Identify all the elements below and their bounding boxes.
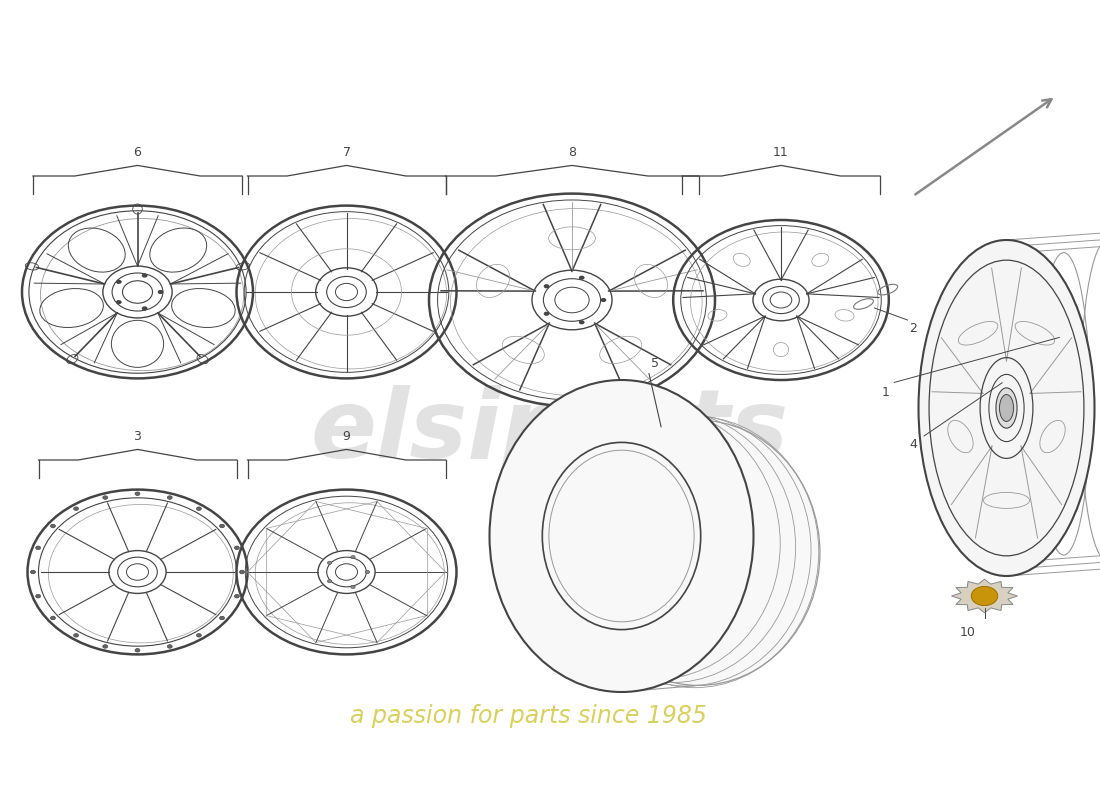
Circle shape [51, 524, 55, 528]
Circle shape [328, 580, 332, 583]
Ellipse shape [578, 420, 820, 686]
Circle shape [167, 645, 173, 648]
Circle shape [167, 496, 173, 499]
Circle shape [102, 496, 108, 499]
Text: 2: 2 [909, 322, 917, 334]
Circle shape [74, 634, 78, 637]
Circle shape [543, 284, 549, 288]
Ellipse shape [918, 240, 1094, 576]
Ellipse shape [490, 380, 754, 692]
Ellipse shape [983, 492, 1030, 509]
Circle shape [579, 320, 584, 324]
Text: 3: 3 [133, 430, 142, 443]
Ellipse shape [948, 420, 974, 453]
Ellipse shape [1015, 322, 1055, 345]
Circle shape [135, 492, 140, 495]
Circle shape [351, 586, 355, 589]
Circle shape [142, 274, 147, 278]
Text: 1: 1 [881, 386, 890, 398]
Text: 7: 7 [342, 146, 351, 159]
Circle shape [601, 298, 606, 302]
Circle shape [35, 546, 41, 550]
Circle shape [157, 290, 164, 294]
Text: 10: 10 [960, 626, 976, 638]
Circle shape [142, 306, 147, 310]
Circle shape [543, 312, 549, 316]
Circle shape [220, 524, 224, 528]
Circle shape [197, 634, 201, 637]
Text: 8: 8 [568, 146, 576, 159]
Circle shape [351, 555, 355, 558]
Circle shape [234, 594, 240, 598]
Circle shape [579, 276, 584, 280]
Text: 11: 11 [773, 146, 789, 159]
Circle shape [365, 570, 370, 574]
Ellipse shape [996, 388, 1018, 428]
Text: 5: 5 [650, 358, 659, 370]
Circle shape [135, 649, 140, 652]
Circle shape [328, 561, 332, 564]
Circle shape [971, 586, 998, 606]
Text: 9: 9 [342, 430, 351, 443]
Circle shape [116, 300, 122, 304]
Ellipse shape [1000, 394, 1013, 422]
Text: 6: 6 [133, 146, 142, 159]
Circle shape [234, 546, 240, 550]
Polygon shape [952, 579, 1018, 613]
Text: elsiparts: elsiparts [311, 386, 789, 478]
Circle shape [197, 507, 201, 510]
Circle shape [51, 616, 55, 620]
Ellipse shape [1040, 420, 1065, 453]
Text: 4: 4 [909, 438, 917, 450]
Ellipse shape [958, 322, 998, 345]
Circle shape [31, 570, 35, 574]
Circle shape [240, 570, 244, 574]
Circle shape [116, 280, 122, 284]
Circle shape [102, 645, 108, 648]
Circle shape [220, 616, 224, 620]
Text: a passion for parts since 1985: a passion for parts since 1985 [350, 704, 706, 728]
Circle shape [35, 594, 41, 598]
Circle shape [74, 507, 78, 510]
